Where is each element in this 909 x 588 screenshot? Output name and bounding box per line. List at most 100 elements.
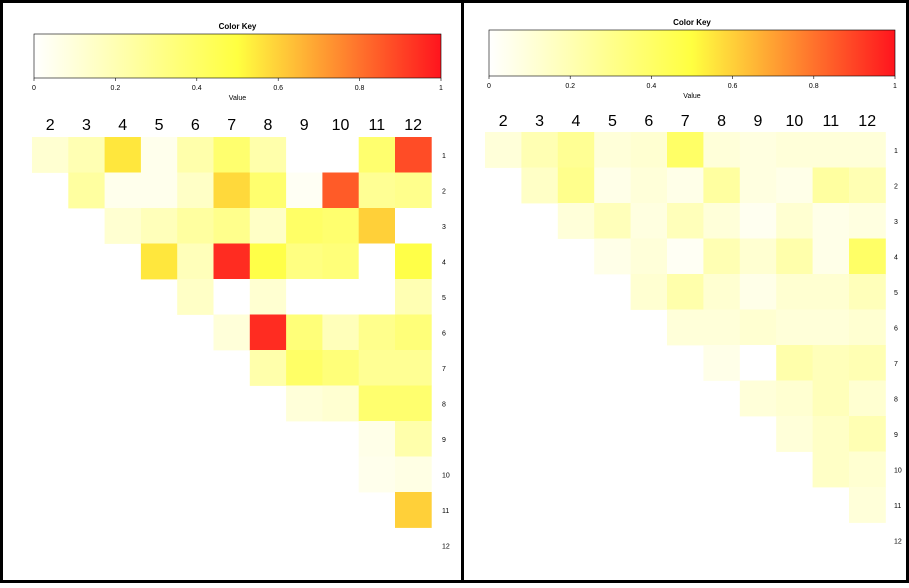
heatmap-cell <box>322 137 360 173</box>
heatmap-cell <box>776 345 813 381</box>
heatmap-cell <box>395 385 432 422</box>
heatmap-cell <box>739 238 777 275</box>
heatmap-cell <box>849 451 886 488</box>
heatmap-cell <box>667 203 704 239</box>
heatmap-cell <box>395 492 432 528</box>
heatmap-cell <box>812 203 850 239</box>
color-key-tick-label: 0.6 <box>273 85 283 92</box>
heatmap-cell <box>557 167 595 204</box>
color-key-title: Color Key <box>219 22 257 31</box>
heatmap-cell <box>286 137 323 173</box>
column-label: 6 <box>644 113 653 130</box>
heatmap-cell <box>521 167 559 204</box>
heatmap-cell <box>812 309 850 346</box>
heatmap-cell <box>703 132 741 168</box>
heatmap-cell <box>322 314 360 351</box>
row-label: 12 <box>894 538 902 545</box>
heatmap-cell <box>739 274 777 310</box>
heatmap-cell <box>322 172 360 209</box>
heatmap-cell <box>358 385 396 422</box>
heatmap-cell <box>249 279 287 315</box>
heatmap-cell <box>249 137 287 173</box>
heatmap-cell <box>322 350 360 386</box>
heatmap-cell <box>557 132 595 168</box>
heatmap-cell <box>739 380 777 417</box>
heatmap-cell <box>812 274 850 310</box>
row-label: 8 <box>894 396 898 403</box>
heatmap-cell <box>177 243 214 280</box>
heatmap-cell <box>812 380 850 417</box>
column-label: 11 <box>369 117 386 134</box>
heatmap-cell <box>849 238 886 275</box>
heatmap-cell <box>812 451 850 488</box>
column-label: 5 <box>155 117 164 134</box>
row-label: 4 <box>894 254 898 261</box>
color-key-bar <box>488 29 896 77</box>
row-label: 8 <box>442 401 446 408</box>
heatmap-cell <box>594 203 631 239</box>
heatmap-cell <box>358 243 396 280</box>
column-label: 8 <box>263 117 272 134</box>
heatmap-cell <box>667 274 704 310</box>
color-key-tick-label: 0.4 <box>647 83 657 90</box>
panel-divider <box>461 0 464 583</box>
heatmap-cell <box>358 421 396 457</box>
column-label: 4 <box>572 113 581 130</box>
heatmap-cell <box>667 132 704 168</box>
heatmap-cell <box>286 385 323 422</box>
heatmap-cell <box>395 137 432 173</box>
heatmap-cell <box>667 309 704 346</box>
row-label: 5 <box>894 290 898 297</box>
heatmap-cell <box>521 132 559 168</box>
heatmap-cell <box>358 172 396 209</box>
column-label: 10 <box>332 117 350 134</box>
heatmap-cell <box>249 350 287 386</box>
heatmap-cell <box>286 279 323 315</box>
heatmap-cell <box>812 416 850 452</box>
heatmap-cell <box>140 172 178 209</box>
heatmap-cell <box>104 208 142 244</box>
heatmap-cell <box>322 243 360 280</box>
column-label: 9 <box>754 113 763 130</box>
heatmap-cell <box>812 345 850 381</box>
heatmap-cell <box>739 167 777 204</box>
heatmap-cell <box>358 137 396 173</box>
row-label: 12 <box>442 543 450 550</box>
heatmap-cell <box>739 132 777 168</box>
panel-border-left <box>0 0 3 583</box>
row-label: 3 <box>442 224 446 231</box>
column-label: 12 <box>404 117 422 134</box>
heatmap-cell <box>358 279 396 315</box>
panel-border-right <box>906 0 909 583</box>
column-label: 11 <box>822 113 839 130</box>
heatmap-cell <box>703 274 741 310</box>
color-key-tick-label: 1 <box>439 85 443 92</box>
heatmap-cell <box>739 309 777 346</box>
row-label: 7 <box>894 361 898 368</box>
row-label: 11 <box>442 508 449 515</box>
column-label: 3 <box>82 117 91 134</box>
heatmap-cell <box>703 345 741 381</box>
heatmap-cell <box>667 167 704 204</box>
row-label: 5 <box>442 295 446 302</box>
heatmap-cell <box>776 132 813 168</box>
heatmap-cell <box>358 208 396 244</box>
heatmap-cell <box>140 208 178 244</box>
heatmap-cell <box>177 137 214 173</box>
heatmap-cell <box>849 309 886 346</box>
column-label: 4 <box>118 117 127 134</box>
heatmap-cell <box>739 345 777 381</box>
heatmap-cell <box>286 208 323 244</box>
column-label: 3 <box>535 113 544 130</box>
heatmap-cell <box>395 350 432 386</box>
heatmap-cell <box>485 132 522 168</box>
column-label: 10 <box>786 113 804 130</box>
heatmap-cell <box>322 385 360 422</box>
column-label: 8 <box>717 113 726 130</box>
heatmap-cell <box>395 208 432 244</box>
heatmap-cell <box>140 243 178 280</box>
row-label: 2 <box>442 188 446 195</box>
heatmap-cell <box>776 380 813 417</box>
heatmap-cell <box>395 456 432 493</box>
